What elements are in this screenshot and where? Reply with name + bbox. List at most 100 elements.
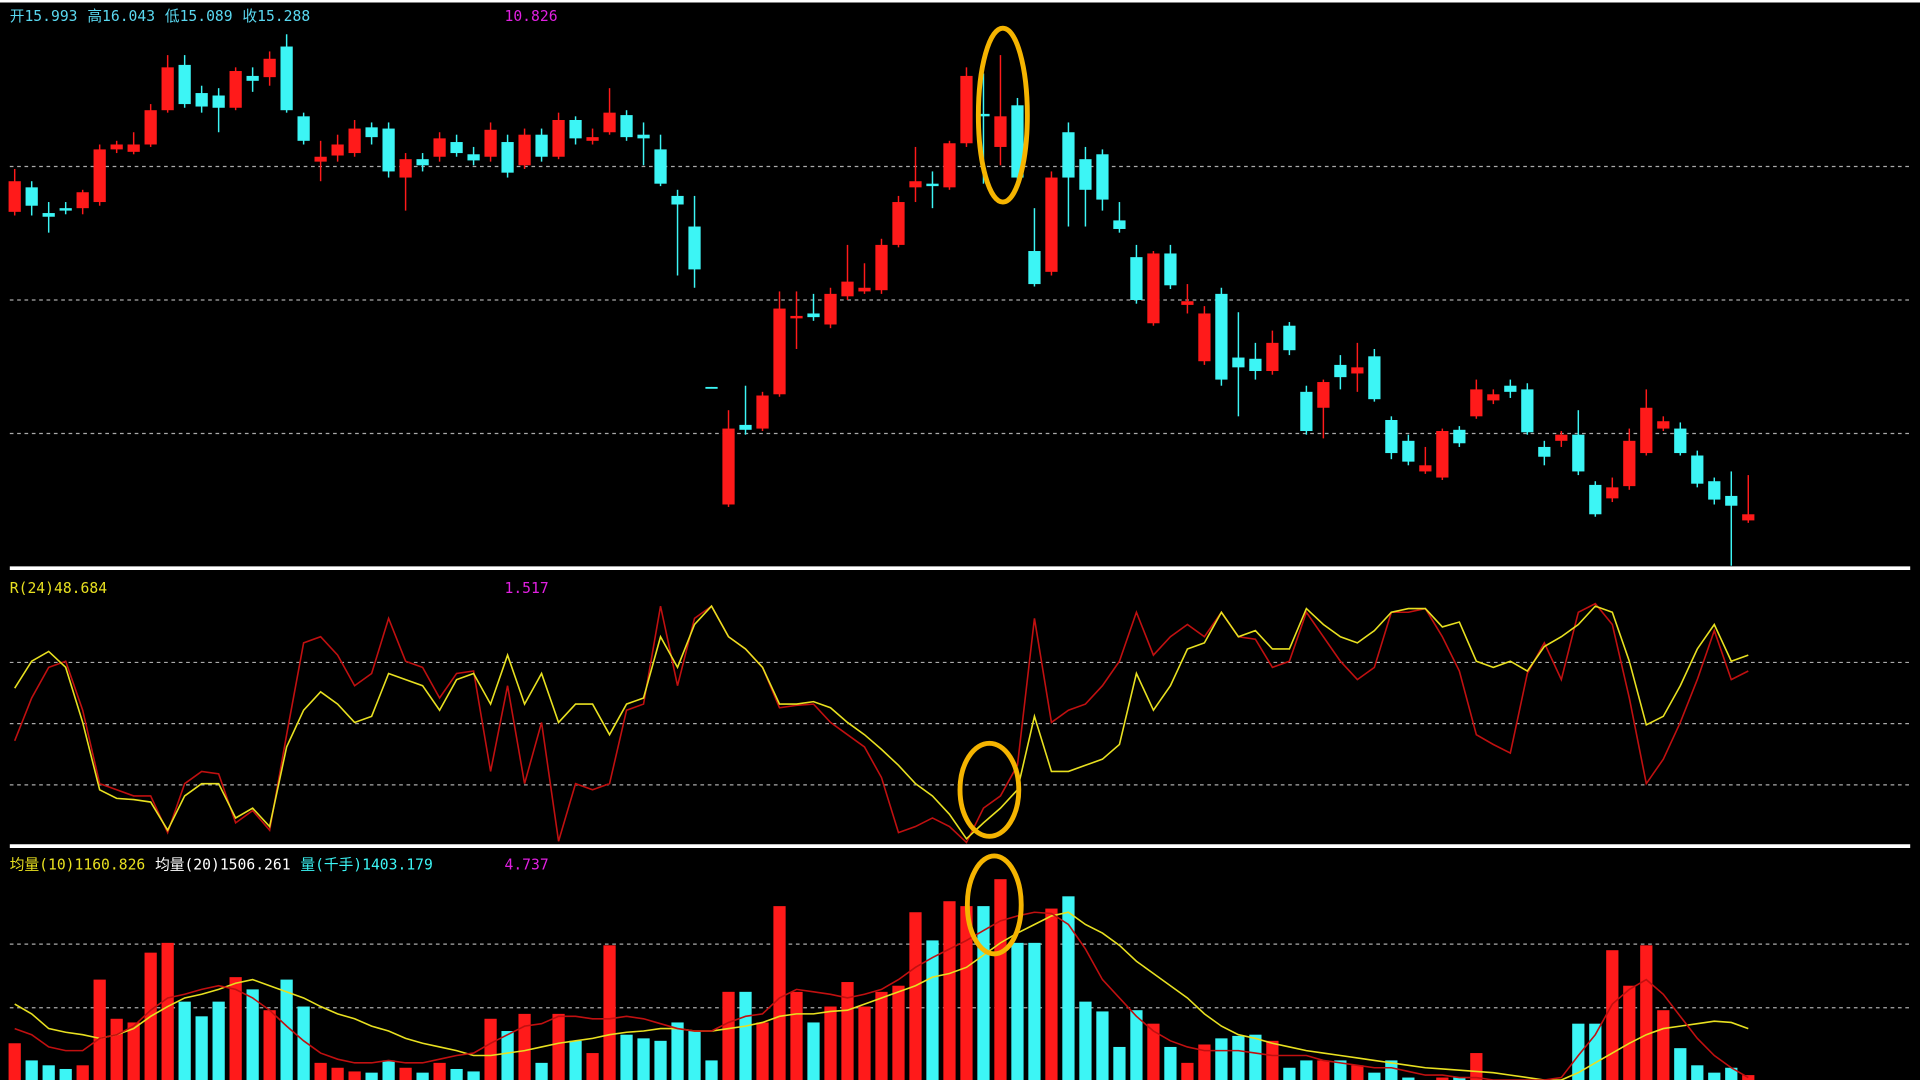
candle-body [620, 115, 633, 138]
volume-bar [467, 1071, 480, 1080]
series-line [13, 602, 1749, 844]
candle-body [450, 142, 463, 154]
volume-bar [739, 991, 752, 1080]
candle-body [773, 308, 786, 395]
candle-body [552, 120, 565, 157]
candle-body [1028, 251, 1041, 285]
candle-body [858, 287, 871, 292]
candle-body [586, 137, 599, 141]
pane-label: 收15.288 [242, 8, 310, 25]
candle-body [348, 128, 361, 154]
candle-body [1538, 446, 1551, 457]
volume-bar [1708, 1072, 1721, 1080]
volume-bar [1215, 1038, 1228, 1080]
candle-body [263, 58, 276, 78]
candle-body [1147, 253, 1160, 324]
volume-bar [76, 1065, 89, 1080]
volume-bar [1062, 896, 1075, 1080]
volume-bar [1147, 1023, 1160, 1080]
volume-bar [960, 906, 973, 1080]
candle-body [1725, 495, 1738, 506]
candle-body [807, 313, 820, 318]
volume-bar [1045, 908, 1058, 1080]
volume-bar [824, 1006, 837, 1080]
candle-body [382, 128, 395, 172]
volume-bar [1402, 1077, 1415, 1080]
candle-body [1198, 313, 1211, 362]
candle-body [484, 129, 497, 157]
candle-body [212, 95, 225, 108]
volume-bar [994, 879, 1007, 1080]
candle-body [399, 159, 412, 178]
volume-bar [773, 906, 786, 1080]
volume-bar [552, 1013, 565, 1080]
series-line [14, 911, 1749, 1080]
candle-body [1385, 420, 1398, 454]
volume-bar [654, 1040, 667, 1080]
candle-body [76, 192, 89, 209]
volume-bar [1589, 1023, 1602, 1080]
candle-body [1436, 431, 1449, 478]
candle-body [875, 244, 888, 291]
candle-body [365, 127, 378, 138]
candle-body [144, 110, 157, 145]
candle-body [909, 181, 922, 188]
candle-body [1402, 440, 1415, 462]
candle-body [246, 75, 259, 81]
volume-bar [8, 1043, 21, 1080]
volume-bar [297, 1006, 310, 1080]
volume-bar [348, 1071, 361, 1080]
candle-body [705, 386, 718, 389]
candle-body [1742, 514, 1755, 521]
volume-bar [59, 1068, 72, 1080]
volume-bar [858, 1006, 871, 1080]
candle-body [943, 143, 956, 188]
candle-body [1249, 358, 1262, 372]
volume-bar [586, 1053, 599, 1080]
candle-body [59, 208, 72, 211]
candle-body [960, 75, 973, 144]
volume-bar [1453, 1077, 1466, 1080]
volume-bar [790, 991, 803, 1080]
candle-body [603, 112, 616, 133]
volume-bar [246, 989, 259, 1080]
candle-body [331, 144, 344, 156]
candle-body [1300, 391, 1313, 432]
candle-body [1674, 428, 1687, 454]
candle-body [1079, 159, 1092, 190]
candle-body [994, 116, 1007, 147]
candle-body [1589, 484, 1602, 515]
candle-body [229, 71, 242, 108]
candle-body [1623, 440, 1636, 487]
volume-bar [1113, 1046, 1126, 1080]
volume-bar [1640, 945, 1653, 1080]
candle-body [1215, 293, 1228, 380]
candle-body [1640, 407, 1653, 454]
volume-bar [943, 901, 956, 1080]
candle-body [1453, 429, 1466, 444]
candle-body [1045, 177, 1058, 272]
volume-bar [1368, 1072, 1381, 1080]
pane-label: 开15.993 [10, 8, 78, 25]
candle-body [1708, 481, 1721, 500]
volume-bar [1300, 1060, 1313, 1080]
volume-bar [1232, 1035, 1245, 1080]
volume-bar [1470, 1053, 1483, 1080]
candle-body [535, 134, 548, 157]
candle-body [756, 395, 769, 429]
volume-bar [110, 1018, 123, 1080]
volume-bar [314, 1062, 327, 1080]
candle-body [110, 144, 123, 150]
volume-bar [926, 940, 939, 1080]
volume-bar [1096, 1011, 1109, 1080]
candle-body [178, 64, 191, 105]
volume-bar [195, 1016, 208, 1080]
volume-bar [807, 1022, 820, 1080]
candle-body [280, 46, 293, 111]
candle-body [501, 142, 514, 173]
candle-body [688, 226, 701, 270]
pane-annotation: 4.737 [504, 857, 548, 874]
